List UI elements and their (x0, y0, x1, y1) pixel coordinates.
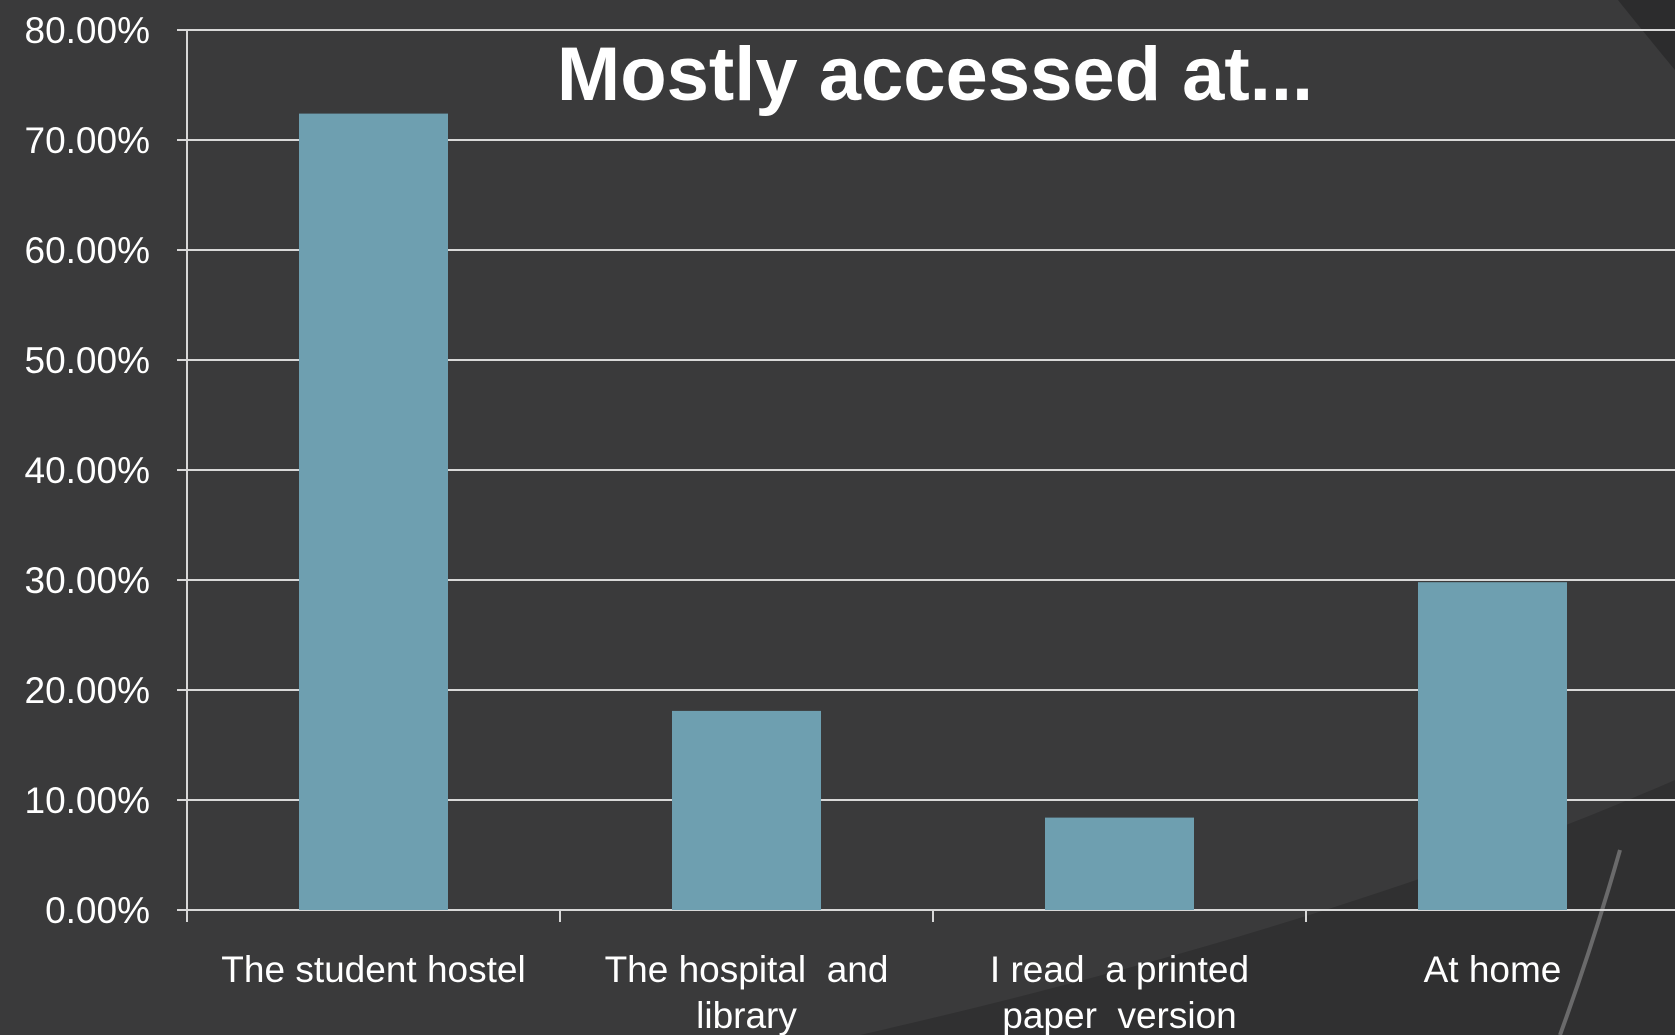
x-category-label: At home (1424, 949, 1562, 990)
x-category-label-line: The hospital and (605, 949, 889, 990)
chart-title: Mostly accessed at... (557, 32, 1313, 117)
y-axis-tick-labels: 0.00% 10.00% 20.00% 30.00% 40.00% 50.00% 60.00… (25, 10, 151, 931)
y-tick-label: 70.00% (25, 120, 151, 161)
bar (299, 113, 448, 911)
y-tick-label: 10.00% (25, 780, 151, 821)
y-tick-label: 60.00% (25, 230, 151, 271)
background-decoration (860, 0, 1675, 1035)
bar (1045, 817, 1194, 910)
x-category-label: The hospital and library (605, 949, 889, 1035)
y-tick-label: 40.00% (25, 450, 151, 491)
x-axis-category-labels: The student hostel The hospital and librar… (221, 949, 1561, 1035)
y-tick-label: 30.00% (25, 560, 151, 601)
y-tick-label: 50.00% (25, 340, 151, 381)
bar (672, 710, 821, 910)
bar (1418, 582, 1567, 910)
x-category-label-line: At home (1424, 949, 1562, 990)
x-category-label: The student hostel (221, 949, 525, 990)
x-category-label-line: library (696, 995, 797, 1035)
x-category-label-line: paper version (1002, 995, 1236, 1035)
x-category-label: I read a printed paper version (990, 949, 1249, 1035)
bars (299, 113, 1567, 911)
background-arc-bottom (860, 780, 1675, 1035)
background-arc-curve (1558, 849, 1622, 1035)
y-tick-label: 0.00% (45, 890, 150, 931)
x-category-label-line: I read a printed (990, 949, 1249, 990)
background-arc-top (1618, 0, 1675, 70)
x-category-label-line: The student hostel (221, 949, 525, 990)
y-tick-label: 80.00% (25, 10, 151, 51)
y-tick-label: 20.00% (25, 670, 151, 711)
